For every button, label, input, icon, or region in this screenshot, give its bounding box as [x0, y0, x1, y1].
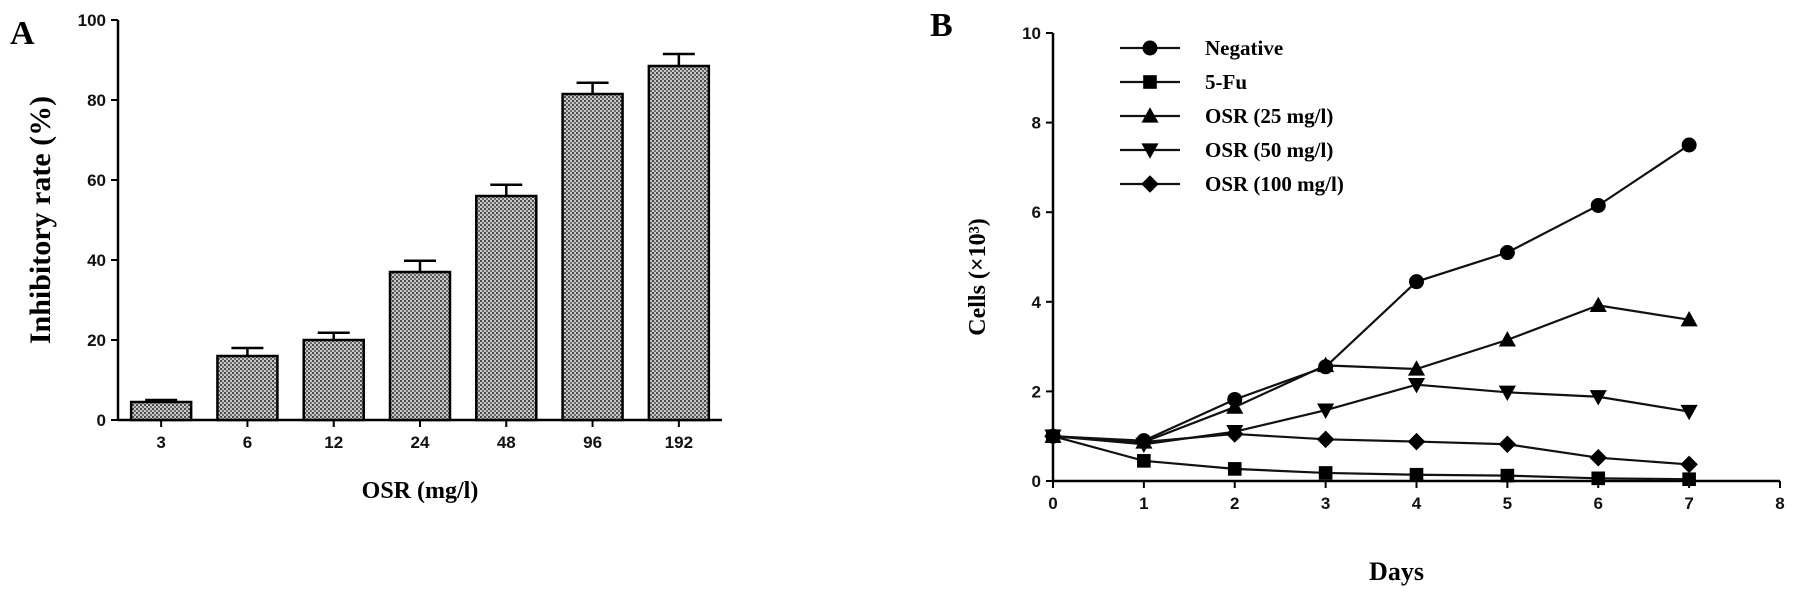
data-point — [1135, 433, 1153, 451]
y-tick-label: 100 — [78, 11, 106, 30]
legend-label: 5-Fu — [1205, 70, 1247, 94]
series-line — [1052, 432, 1690, 466]
series-triangle-up — [1044, 296, 1698, 449]
data-point — [1680, 455, 1698, 474]
legend-label: OSR (25 mg/l) — [1205, 104, 1333, 128]
y-tick-label: 60 — [87, 171, 106, 190]
bar — [129, 400, 193, 422]
y-tick-label: 8 — [1032, 114, 1041, 133]
series-diamond — [1044, 425, 1698, 474]
data-point — [1498, 385, 1516, 402]
x-axis-title: Days — [1369, 557, 1424, 586]
data-point — [1589, 448, 1608, 467]
data-point — [1227, 462, 1242, 476]
x-tick-label: 12 — [324, 433, 343, 452]
legend-marker — [1142, 40, 1158, 56]
legend-marker — [1141, 143, 1159, 159]
data-point — [1137, 454, 1151, 468]
data-point — [1589, 390, 1607, 406]
x-tick-label: 4 — [1412, 494, 1422, 513]
legend-marker — [1141, 107, 1159, 123]
data-point — [1407, 360, 1426, 376]
x-tick-label: 5 — [1503, 494, 1512, 513]
legend: Negative 5-Fu OSR (25 mg/l) OSR (50 mg/l) OS… — [1120, 36, 1344, 196]
x-tick-label: 1 — [1139, 494, 1148, 513]
x-tick-label: 6 — [243, 433, 252, 452]
data-point — [1498, 435, 1517, 454]
bar — [475, 194, 538, 422]
x-tick-label: 6 — [1594, 494, 1603, 513]
x-tick-label: 8 — [1775, 494, 1784, 513]
x-tick-label: 0 — [1048, 494, 1057, 513]
series-line — [1052, 435, 1690, 481]
data-point — [1407, 378, 1426, 394]
data-point — [1407, 432, 1426, 451]
panel-b-letter: B — [930, 7, 953, 44]
bar — [216, 354, 279, 422]
x-tick-label: 24 — [411, 433, 430, 452]
data-point — [1589, 296, 1607, 313]
x-tick-label: 7 — [1684, 494, 1693, 513]
data-point — [1681, 137, 1697, 153]
data-point — [1591, 471, 1606, 486]
series-line — [1052, 383, 1690, 446]
panel-a-letter: A — [10, 15, 35, 52]
x-axis-title: OSR (mg/l) — [362, 478, 479, 504]
y-tick-label: 2 — [1032, 382, 1041, 401]
y-tick-label: 10 — [1022, 24, 1041, 43]
legend-marker — [1141, 175, 1159, 193]
x-tick-label: 3 — [156, 433, 165, 452]
line-chart-cell-growth: 0 2 4 6 8 10 0 1 2 3 4 5 6 7 8 Days Cells (×10³) Negative… — [965, 24, 1785, 586]
legend-marker — [1143, 75, 1157, 89]
bar — [647, 64, 711, 422]
data-point — [1316, 430, 1335, 449]
data-point — [1409, 274, 1424, 290]
data-point — [1225, 425, 1244, 443]
x-tick-label: 192 — [665, 433, 693, 452]
y-tick-label: 6 — [1032, 203, 1041, 222]
data-point — [1317, 356, 1335, 373]
y-tick-label: 4 — [1032, 293, 1042, 312]
x-tick-label: 48 — [497, 433, 516, 452]
y-axis-title: Cells (×10³) — [965, 218, 991, 336]
y-axis-title: Inhibitory rate (%) — [24, 96, 57, 344]
data-point — [1680, 310, 1698, 327]
x-tick-label: 3 — [1321, 494, 1330, 513]
x-tick-label: 2 — [1230, 494, 1239, 513]
series-line — [1052, 144, 1690, 442]
legend-label: Negative — [1205, 36, 1283, 60]
data-point — [1590, 197, 1606, 213]
y-tick-label: 40 — [87, 251, 106, 270]
legend-label: OSR (100 mg/l) — [1205, 172, 1344, 196]
y-tick-label: 20 — [87, 331, 106, 350]
y-tick-label: 80 — [87, 91, 106, 110]
y-tick-label: 0 — [97, 411, 106, 430]
data-point — [1318, 466, 1333, 480]
data-point — [1680, 404, 1698, 421]
bar — [388, 270, 452, 422]
data-point — [1226, 398, 1244, 414]
bar — [302, 338, 365, 422]
bar — [561, 92, 624, 422]
x-tick-label: 96 — [583, 433, 602, 452]
data-point — [1499, 245, 1515, 261]
data-point — [1500, 468, 1515, 483]
series-line — [1052, 304, 1690, 444]
data-point — [1498, 331, 1516, 347]
data-point — [1409, 467, 1424, 482]
legend-label: OSR (50 mg/l) — [1205, 138, 1333, 162]
data-point — [1317, 403, 1335, 419]
bar-chart-inhibitory-rate: 0 20 40 60 80 100 3 6 12 24 48 96 192 OSR (mg/l) Inhib… — [24, 11, 722, 504]
data-point — [1044, 427, 1062, 445]
y-tick-label: 0 — [1032, 472, 1041, 491]
data-point — [1682, 472, 1696, 487]
